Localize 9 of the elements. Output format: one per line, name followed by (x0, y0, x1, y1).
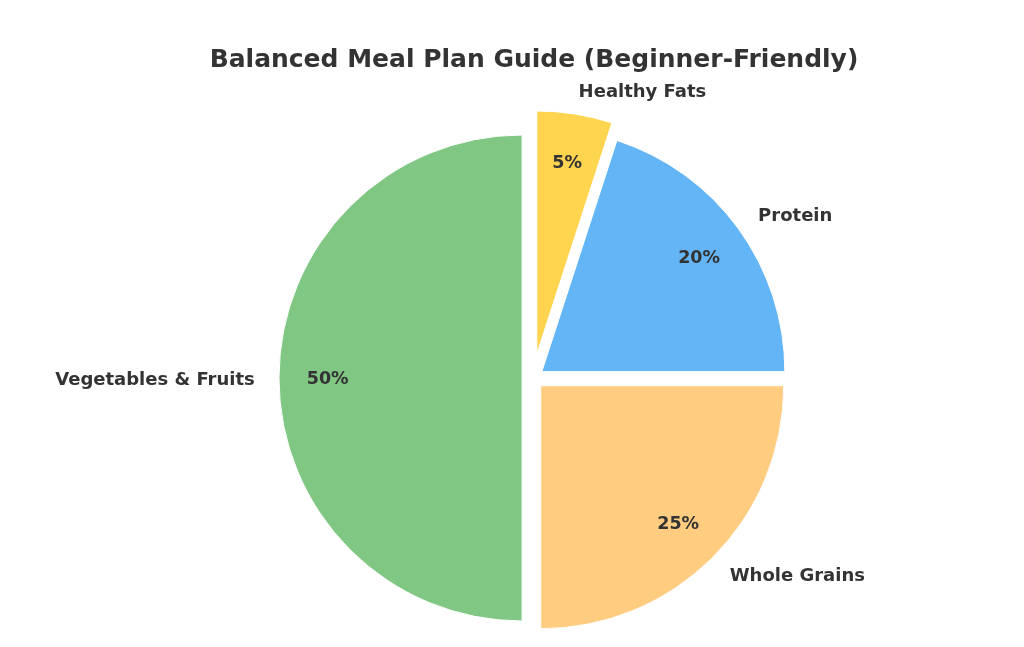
data-label: 50% (306, 368, 349, 388)
data-label: 25% (657, 513, 700, 534)
slice-label: Protein (758, 203, 833, 225)
slice-label: Whole Grains (729, 564, 865, 586)
chart-title: Balanced Meal Plan Guide (Beginner-Friendly) (209, 43, 859, 73)
slice-label: Vegetables & Fruits (55, 367, 255, 389)
data-label: 5% (552, 151, 583, 172)
slice-label: Healthy Fats (578, 79, 707, 101)
data-label: 20% (678, 247, 721, 268)
